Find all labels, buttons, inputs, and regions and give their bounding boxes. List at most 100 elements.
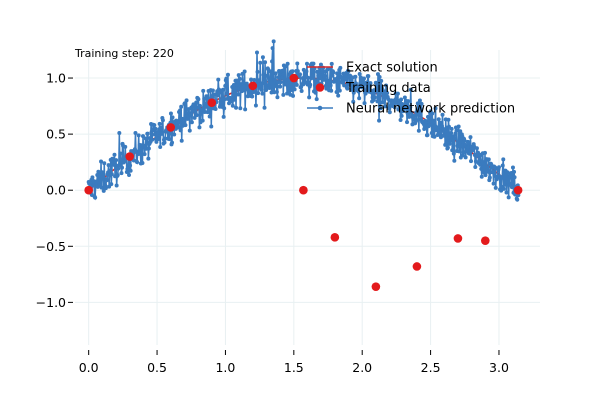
prediction-point (349, 87, 354, 92)
prediction-point (256, 91, 261, 96)
prediction-point (311, 61, 316, 66)
prediction-point (382, 104, 387, 109)
prediction-point (374, 83, 379, 88)
prediction-point (440, 112, 445, 117)
prediction-point (452, 136, 457, 141)
x-tick-label: 1.5 (284, 360, 304, 375)
prediction-point (127, 172, 132, 177)
prediction-point (493, 185, 498, 190)
prediction-point (180, 116, 185, 121)
prediction-point (107, 168, 112, 173)
prediction-point (491, 181, 496, 186)
prediction-point (329, 88, 334, 93)
prediction-point (178, 128, 183, 133)
prediction-point (179, 104, 184, 109)
prediction-point (178, 108, 183, 113)
prediction-point (206, 96, 211, 101)
prediction-point (387, 110, 392, 115)
prediction-point (109, 182, 114, 187)
x-tick-label: 1.0 (215, 360, 235, 375)
prediction-point (379, 78, 384, 83)
prediction-point (406, 99, 411, 104)
prediction-point (408, 105, 413, 110)
prediction-point (231, 82, 236, 87)
prediction-point (343, 77, 348, 82)
training-data-point (371, 282, 381, 291)
prediction-point (142, 152, 147, 157)
prediction-point (274, 83, 279, 88)
prediction-point (372, 95, 377, 100)
prediction-point (259, 81, 264, 86)
prediction-point (271, 39, 276, 44)
prediction-point (159, 125, 164, 130)
prediction-point (236, 92, 241, 97)
prediction-point (353, 81, 358, 86)
prediction-point (510, 165, 515, 170)
y-tick-label: 0.0 (46, 183, 66, 198)
prediction-point (262, 105, 267, 110)
prediction-point (418, 107, 423, 112)
prediction-point (272, 78, 277, 83)
prediction-point (307, 95, 312, 100)
prediction-point (268, 69, 273, 74)
prediction-point (466, 145, 471, 150)
y-tick-label: −1.0 (36, 295, 66, 310)
prediction-point (451, 151, 456, 156)
prediction-point (322, 73, 327, 78)
prediction-point (101, 188, 106, 193)
prediction-point (221, 114, 226, 119)
prediction-point (182, 101, 187, 106)
prediction-point (481, 162, 486, 167)
x-tick-label: 3.0 (489, 360, 509, 375)
prediction-point (469, 159, 474, 164)
prediction-point (502, 182, 507, 187)
prediction-point (407, 108, 412, 113)
prediction-point (118, 151, 123, 156)
prediction-point (348, 78, 353, 83)
prediction-point (119, 171, 124, 176)
prediction-point (417, 98, 422, 103)
prediction-point (281, 92, 286, 97)
prediction-point (314, 78, 319, 83)
prediction-point (90, 175, 95, 180)
prediction-point (337, 88, 342, 93)
prediction-point (446, 124, 451, 129)
prediction-point (109, 172, 114, 177)
prediction-point (96, 169, 101, 174)
prediction-point (329, 61, 334, 66)
prediction-point (398, 117, 403, 122)
prediction-point (232, 97, 237, 102)
prediction-point (378, 106, 383, 111)
prediction-point (468, 135, 473, 140)
prediction-point (436, 117, 441, 122)
prediction-point (167, 131, 172, 136)
prediction-point (395, 91, 400, 96)
prediction-point (192, 115, 197, 120)
prediction-point (168, 111, 173, 116)
prediction-point (351, 99, 356, 104)
prediction-point (196, 97, 201, 102)
prediction-point (260, 55, 265, 60)
prediction-point (110, 157, 115, 162)
prediction-point (280, 68, 285, 73)
training-data-point (207, 98, 217, 108)
prediction-point (368, 81, 373, 86)
prediction-point (205, 110, 210, 115)
prediction-point (189, 120, 194, 125)
prediction-point (159, 131, 164, 136)
prediction-point (345, 86, 350, 91)
prediction-point (283, 64, 288, 69)
prediction-point (291, 93, 296, 98)
legend-swatch-training (315, 83, 325, 92)
prediction-point (457, 149, 462, 154)
prediction-point (152, 123, 157, 128)
prediction-point (295, 61, 300, 66)
prediction-point (313, 90, 318, 95)
training-data-point (289, 73, 299, 83)
prediction-point (197, 103, 202, 108)
prediction-point (199, 111, 204, 116)
prediction-point (450, 148, 455, 153)
prediction-point (467, 140, 472, 145)
prediction-point (194, 100, 199, 105)
